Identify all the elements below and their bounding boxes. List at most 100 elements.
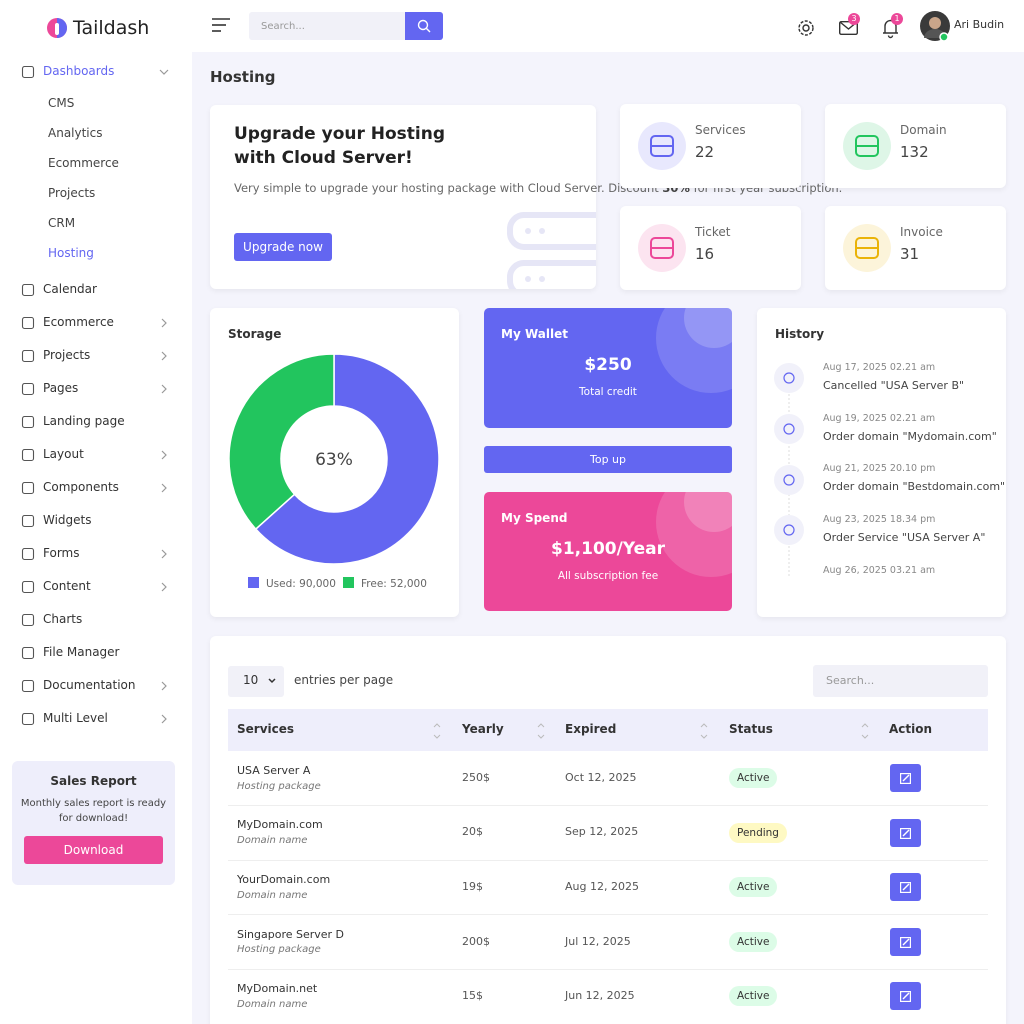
brand-logo xyxy=(47,18,67,38)
submenu-item[interactable]: Ecommerce xyxy=(48,156,119,171)
menu-item[interactable]: File Manager xyxy=(43,645,120,660)
submenu-item[interactable]: Analytics xyxy=(48,126,103,141)
entries-value: 10 xyxy=(243,673,259,688)
yearly-price: 250$ xyxy=(462,770,490,784)
menu-item[interactable]: Charts xyxy=(43,612,83,627)
download-button[interactable]: Download xyxy=(24,836,163,864)
table-search-placeholder: Search... xyxy=(826,673,875,687)
history-icon xyxy=(774,464,804,495)
column-header[interactable]: Status xyxy=(729,722,773,737)
menu-item[interactable]: Ecommerce xyxy=(43,315,114,330)
stat-value: 22 xyxy=(695,143,715,162)
chevron-icon xyxy=(161,582,167,592)
spend-card xyxy=(484,492,732,611)
submenu-item[interactable]: Hosting xyxy=(48,246,94,261)
menu-icon xyxy=(21,283,35,297)
stat-icon xyxy=(638,122,686,170)
history-title: History xyxy=(775,327,825,342)
wallet-amount: $250 xyxy=(584,354,632,375)
status-badge: Active xyxy=(729,877,778,898)
donut-chart xyxy=(228,353,440,565)
entries-select[interactable] xyxy=(228,666,284,697)
service-type: Domain name xyxy=(237,998,308,1010)
row-divider xyxy=(228,805,988,806)
stat-label: Services xyxy=(695,123,746,138)
menu-item[interactable]: Projects xyxy=(43,348,91,363)
search-button[interactable] xyxy=(405,12,443,40)
sales-report-title: Sales Report xyxy=(50,774,137,789)
menu-item[interactable]: Widgets xyxy=(43,513,92,528)
wallet-caption: Total credit xyxy=(579,386,637,399)
history-time: Aug 23, 2025 18.34 pm xyxy=(823,514,936,526)
chevron-icon xyxy=(159,69,169,75)
table-header xyxy=(228,709,988,751)
history-card xyxy=(757,308,1006,617)
menu-item[interactable]: Calendar xyxy=(43,282,97,297)
history-icon xyxy=(774,363,804,393)
history-time: Aug 21, 2025 20.10 pm xyxy=(823,463,936,475)
legend-label: Used: 90,000 xyxy=(266,578,336,591)
sort-icon xyxy=(700,723,708,739)
service-name: Singapore Server D xyxy=(237,927,345,941)
edit-icon xyxy=(900,936,912,948)
menu-item[interactable]: Components xyxy=(43,480,119,495)
row-divider xyxy=(228,968,988,970)
top-up-button[interactable]: Top up xyxy=(484,446,732,473)
menu-toggle xyxy=(212,18,230,32)
history-time: Aug 26, 2025 03.21 am xyxy=(823,565,936,577)
history-text: Cancelled "USA Server B" xyxy=(823,378,965,392)
menu-icon xyxy=(21,316,35,330)
menu-item[interactable]: Multi Level xyxy=(43,711,108,726)
menu-icon xyxy=(21,679,35,693)
submenu-item[interactable]: CRM xyxy=(48,216,76,231)
stat-icon xyxy=(638,224,686,272)
upgrade-button[interactable]: Upgrade now xyxy=(234,233,332,261)
menu-icon xyxy=(21,481,35,495)
sort-icon xyxy=(861,723,869,739)
row-divider xyxy=(228,859,988,861)
chevron-icon xyxy=(161,384,167,394)
menu-icon xyxy=(21,580,35,594)
menu-item[interactable]: Dashboards xyxy=(43,64,115,79)
history-time: Aug 19, 2025 02.21 am xyxy=(823,412,936,424)
spend-title: My Spend xyxy=(501,511,568,526)
upgrade-text: Very simple to upgrade your hosting pack… xyxy=(234,179,842,197)
yearly-price: 15$ xyxy=(462,989,483,1003)
menu-icon xyxy=(21,448,35,462)
menu-item[interactable]: Forms xyxy=(43,546,80,561)
menu-item[interactable]: Content xyxy=(43,579,91,594)
chevron-icon xyxy=(161,714,167,724)
submenu-item[interactable]: Projects xyxy=(48,186,96,201)
menu-item[interactable]: Documentation xyxy=(43,678,136,693)
column-header: Action xyxy=(889,722,933,737)
stat-icon xyxy=(843,122,891,170)
menu-icon xyxy=(21,65,35,79)
menu-item[interactable]: Layout xyxy=(43,447,84,462)
settings-icon xyxy=(798,20,814,36)
chevron-icon xyxy=(161,351,167,361)
avatar xyxy=(920,11,950,42)
stat-label: Invoice xyxy=(900,225,943,240)
stat-label: Ticket xyxy=(695,225,731,240)
menu-item[interactable]: Landing page xyxy=(43,414,125,429)
menu-item[interactable]: Pages xyxy=(43,381,79,396)
stat-value: 31 xyxy=(900,245,920,264)
history-text: Order domain "Mydomain.com" xyxy=(823,429,997,443)
sort-icon xyxy=(433,723,441,739)
column-header[interactable]: Expired xyxy=(565,722,617,737)
chevron-icon xyxy=(161,681,167,691)
submenu-item[interactable]: CMS xyxy=(48,96,75,111)
edit-icon xyxy=(900,991,912,1003)
row-divider xyxy=(228,914,988,916)
search-box[interactable] xyxy=(249,12,405,40)
column-header[interactable]: Services xyxy=(237,722,295,737)
history-text: Order Service "USA Server A" xyxy=(823,531,986,545)
select-arrow xyxy=(268,678,276,684)
column-header[interactable]: Yearly xyxy=(462,722,504,737)
menu-icon xyxy=(21,349,35,363)
menu-icon xyxy=(21,613,35,627)
entries-label: entries per page xyxy=(294,673,394,688)
status-badge: Active xyxy=(729,931,778,952)
status-badge: Active xyxy=(729,986,778,1007)
table-search[interactable] xyxy=(813,665,988,697)
